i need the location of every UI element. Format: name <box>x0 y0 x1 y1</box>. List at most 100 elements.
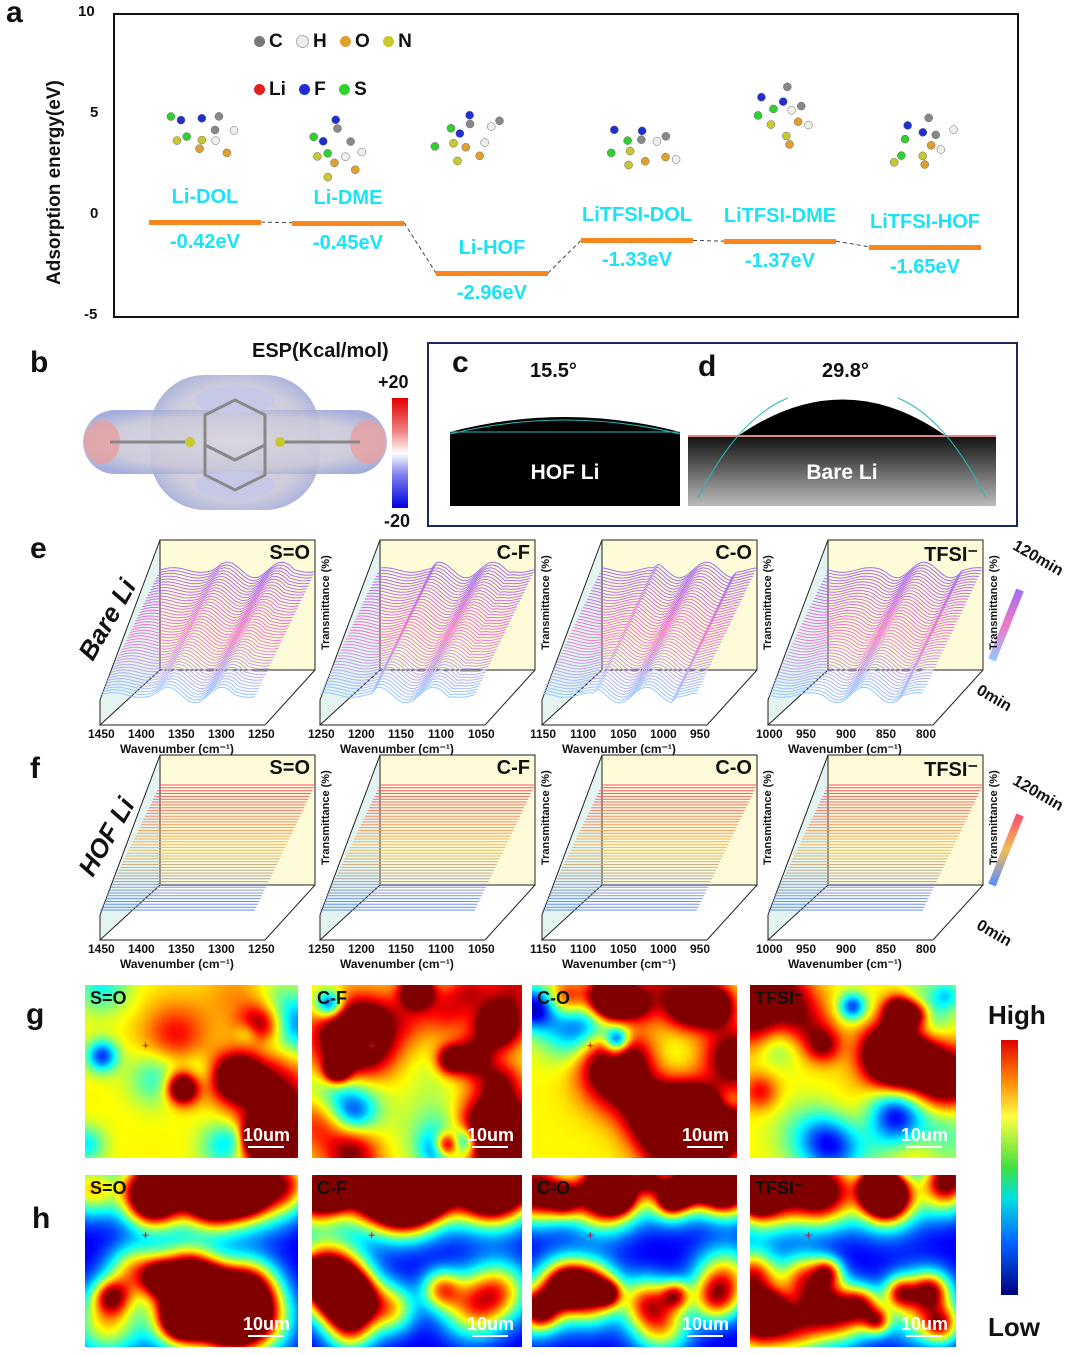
spectrum-line <box>114 655 271 673</box>
spectrum-line <box>800 618 956 636</box>
x-axis-label: Wavenumber (cm⁻¹) <box>340 957 454 971</box>
y-axis-label: Transmittance (%) <box>762 770 774 865</box>
band-label: TFSI⁻ <box>924 544 978 566</box>
spectrum-line <box>569 629 725 647</box>
category-label: LiTFSI-DME <box>723 205 837 228</box>
spectrum-line <box>796 627 952 644</box>
y-axis-label: Transmittance (%) <box>762 555 774 650</box>
spectrum-line <box>774 672 930 690</box>
y-tick: 5 <box>90 104 99 121</box>
hof-li-droplet-image <box>450 392 680 506</box>
spectrum-line <box>601 561 758 579</box>
spectrum-line <box>589 587 745 605</box>
x-tick: 1000 <box>756 942 783 956</box>
x-tick: 1250 <box>308 942 335 956</box>
spectrum-line <box>586 592 743 610</box>
spectrum-line <box>112 660 268 678</box>
energy-plot-frame <box>113 13 1019 318</box>
x-tick: 1150 <box>530 942 557 956</box>
spectrum-line <box>577 612 733 630</box>
category-label: Li-HOF <box>458 237 526 260</box>
x-tick: 1050 <box>468 942 495 956</box>
spectrum-line <box>785 649 941 667</box>
spectrum-line <box>140 601 296 619</box>
colorbar-low-label: Low <box>988 1312 1040 1342</box>
spectrum-line <box>375 569 532 587</box>
molecule-structure <box>606 125 681 170</box>
bare-li-chemical-map <box>532 985 737 1158</box>
molecule-structure <box>430 110 504 166</box>
spectrum-line <box>105 675 261 693</box>
spectrum-line <box>325 675 481 693</box>
value-label: -1.33eV <box>601 249 673 272</box>
value-label: -1.65eV <box>889 255 961 278</box>
x-tick: 1150 <box>530 727 557 741</box>
spectrum-line <box>138 606 294 624</box>
ftir-waterfall-panel <box>319 754 536 942</box>
spectrum-line <box>106 672 262 690</box>
scale-bar-label: 10um <box>901 1125 949 1145</box>
spectrum-line <box>364 592 521 610</box>
energy-level-bar <box>436 271 548 277</box>
x-tick: 850 <box>876 942 897 956</box>
spectrum-line <box>799 621 955 639</box>
spectrum-line <box>816 584 973 602</box>
x-axis-label: Wavenumber (cm⁻¹) <box>340 742 454 756</box>
bare-li-label: Bare Li <box>806 461 878 484</box>
lithium-dot-icon <box>254 84 265 96</box>
x-tick: 1050 <box>610 727 637 741</box>
spectrum-line <box>146 589 302 607</box>
spectrum-line <box>354 615 510 633</box>
molecule-structure <box>309 115 367 182</box>
hof-li-chemical-map <box>532 1175 737 1347</box>
esp-molecule-surface <box>83 375 387 510</box>
spectrum-line <box>554 660 710 678</box>
hof-li-chemical-map <box>750 1175 956 1347</box>
spectrum-line <box>544 680 700 698</box>
spectrum-line <box>788 644 944 661</box>
spectrum-line <box>546 678 702 696</box>
hof-li-label: HOF Li <box>530 461 600 484</box>
scale-bar-label: 10um <box>682 1314 730 1334</box>
panel-label-b: b <box>30 346 49 379</box>
spectrum-line <box>345 632 502 650</box>
spectrum-line <box>135 612 291 630</box>
scale-bar <box>906 1146 942 1148</box>
spectrum-line <box>117 649 273 667</box>
sulfur-dot-icon <box>339 84 351 96</box>
band-label: TFSI⁻ <box>924 759 978 781</box>
spectrum-line <box>789 641 945 659</box>
spectrum-line <box>110 663 266 681</box>
band-label: C-O <box>715 757 752 779</box>
x-tick: 1200 <box>348 942 375 956</box>
spectrum-line <box>556 655 713 673</box>
spectrum-line <box>819 578 975 596</box>
spectrum-line <box>595 575 751 593</box>
spectrum-line <box>336 652 492 670</box>
band-label: C-F <box>496 542 530 564</box>
y-tick: -5 <box>84 306 98 323</box>
esp-title: ESP(Kcal/mol) <box>252 340 389 362</box>
x-tick: 1000 <box>756 727 783 741</box>
spectrum-line <box>326 672 482 690</box>
spectrum-line <box>773 675 929 693</box>
panel-label-a: a <box>6 0 23 29</box>
spectrum-line <box>559 649 715 667</box>
spectrum-line <box>548 672 704 690</box>
carbon-dot-icon <box>254 36 265 48</box>
value-label: -0.42eV <box>169 231 241 254</box>
spectrum-line <box>102 680 258 698</box>
spectrum-line <box>584 598 740 616</box>
scale-bar-label: 10um <box>467 1314 515 1334</box>
nitrogen-dot-icon <box>383 36 395 48</box>
x-tick: 800 <box>916 727 937 741</box>
x-tick: 1450 <box>88 727 115 741</box>
map-band-label: C-O <box>537 988 570 1008</box>
spectrum-line <box>818 581 974 599</box>
x-axis-label: Wavenumber (cm⁻¹) <box>120 742 234 756</box>
spectrum-line <box>351 621 507 639</box>
spectrum-line <box>99 686 256 704</box>
x-tick: 1250 <box>248 727 275 741</box>
molecule-structure <box>753 82 813 149</box>
spectrum-line <box>363 595 519 613</box>
